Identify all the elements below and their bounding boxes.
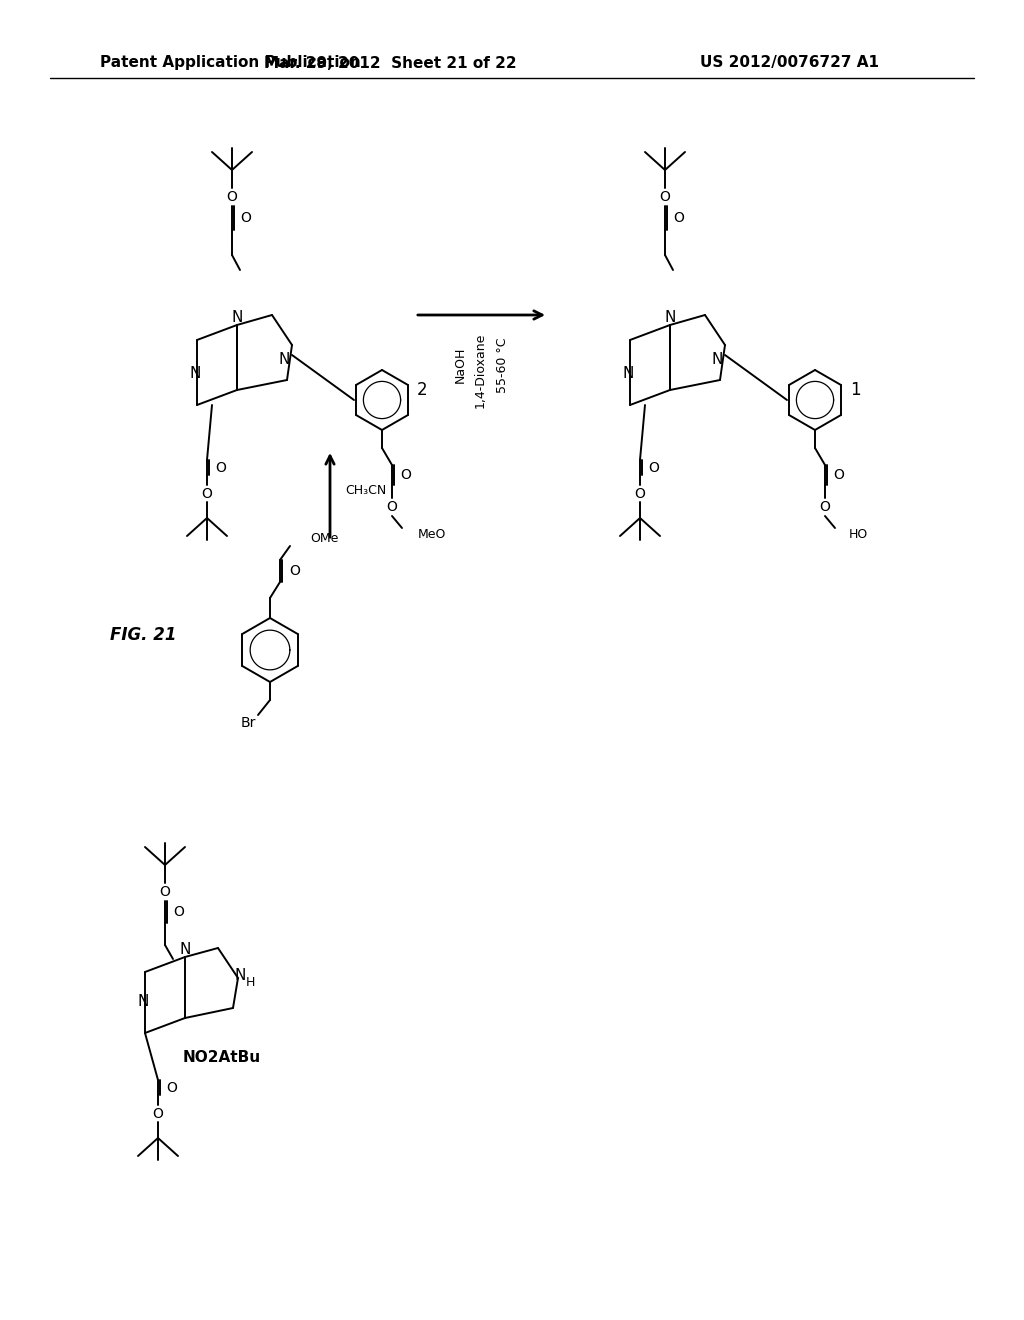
Text: 2: 2 <box>417 381 427 399</box>
Text: O: O <box>659 190 671 205</box>
Text: N: N <box>623 366 634 380</box>
Text: O: O <box>167 1081 177 1096</box>
Text: O: O <box>216 461 226 475</box>
Text: NaOH: NaOH <box>454 347 467 383</box>
Text: O: O <box>648 461 659 475</box>
Text: O: O <box>202 487 212 502</box>
Text: N: N <box>279 352 290 367</box>
Text: O: O <box>400 469 412 482</box>
Text: O: O <box>674 211 684 224</box>
Text: O: O <box>290 564 300 578</box>
Text: N: N <box>665 310 676 326</box>
Text: 1: 1 <box>850 381 860 399</box>
Text: O: O <box>819 500 830 513</box>
Text: O: O <box>226 190 238 205</box>
Text: N: N <box>179 942 190 957</box>
Text: MeO: MeO <box>418 528 446 540</box>
Text: US 2012/0076727 A1: US 2012/0076727 A1 <box>700 55 879 70</box>
Text: N: N <box>234 968 246 982</box>
Text: O: O <box>635 487 645 502</box>
Text: 55-60 °C: 55-60 °C <box>496 337 509 393</box>
Text: FIG. 21: FIG. 21 <box>110 626 176 644</box>
Text: N: N <box>231 310 243 326</box>
Text: O: O <box>834 469 845 482</box>
Text: Br: Br <box>241 715 256 730</box>
Text: OMe: OMe <box>310 532 338 544</box>
Text: O: O <box>387 500 397 513</box>
Text: O: O <box>241 211 252 224</box>
Text: O: O <box>160 884 170 899</box>
Text: H: H <box>246 975 255 989</box>
Text: 1,4-Dioxane: 1,4-Dioxane <box>473 333 486 408</box>
Text: CH₃CN: CH₃CN <box>345 483 386 496</box>
Text: N: N <box>137 994 148 1010</box>
Text: Mar. 29, 2012  Sheet 21 of 22: Mar. 29, 2012 Sheet 21 of 22 <box>264 55 516 70</box>
Text: NO2AtBu: NO2AtBu <box>183 1051 261 1065</box>
Text: O: O <box>173 906 184 919</box>
Text: N: N <box>712 352 723 367</box>
Text: Patent Application Publication: Patent Application Publication <box>100 55 360 70</box>
Text: HO: HO <box>849 528 868 541</box>
Text: O: O <box>153 1107 164 1121</box>
Text: N: N <box>189 366 201 380</box>
